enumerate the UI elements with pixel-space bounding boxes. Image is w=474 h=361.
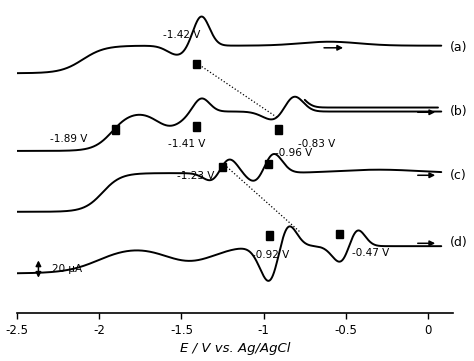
Bar	[266, 231, 273, 240]
Bar	[193, 122, 200, 131]
Text: -1.41 V: -1.41 V	[168, 139, 205, 149]
Text: -0.92 V: -0.92 V	[252, 250, 289, 260]
X-axis label: E / V vs. Ag/AgCl: E / V vs. Ag/AgCl	[180, 343, 290, 356]
Bar	[275, 125, 282, 134]
Text: -1.89 V: -1.89 V	[50, 134, 88, 144]
Text: -0.96 V: -0.96 V	[275, 148, 312, 158]
Text: -0.47 V: -0.47 V	[353, 248, 390, 258]
Text: (d): (d)	[450, 236, 468, 249]
Text: -1.42 V: -1.42 V	[163, 30, 200, 40]
Text: -0.83 V: -0.83 V	[298, 139, 336, 149]
Text: -1.23 V: -1.23 V	[177, 171, 214, 181]
Bar	[112, 125, 119, 134]
Bar	[219, 162, 226, 171]
Text: (c): (c)	[450, 169, 467, 182]
Text: (a): (a)	[450, 41, 468, 54]
Bar	[193, 60, 200, 69]
Text: (b): (b)	[450, 105, 468, 118]
Bar	[336, 230, 343, 238]
Text: 20 μA: 20 μA	[52, 264, 82, 274]
Bar	[265, 160, 272, 168]
